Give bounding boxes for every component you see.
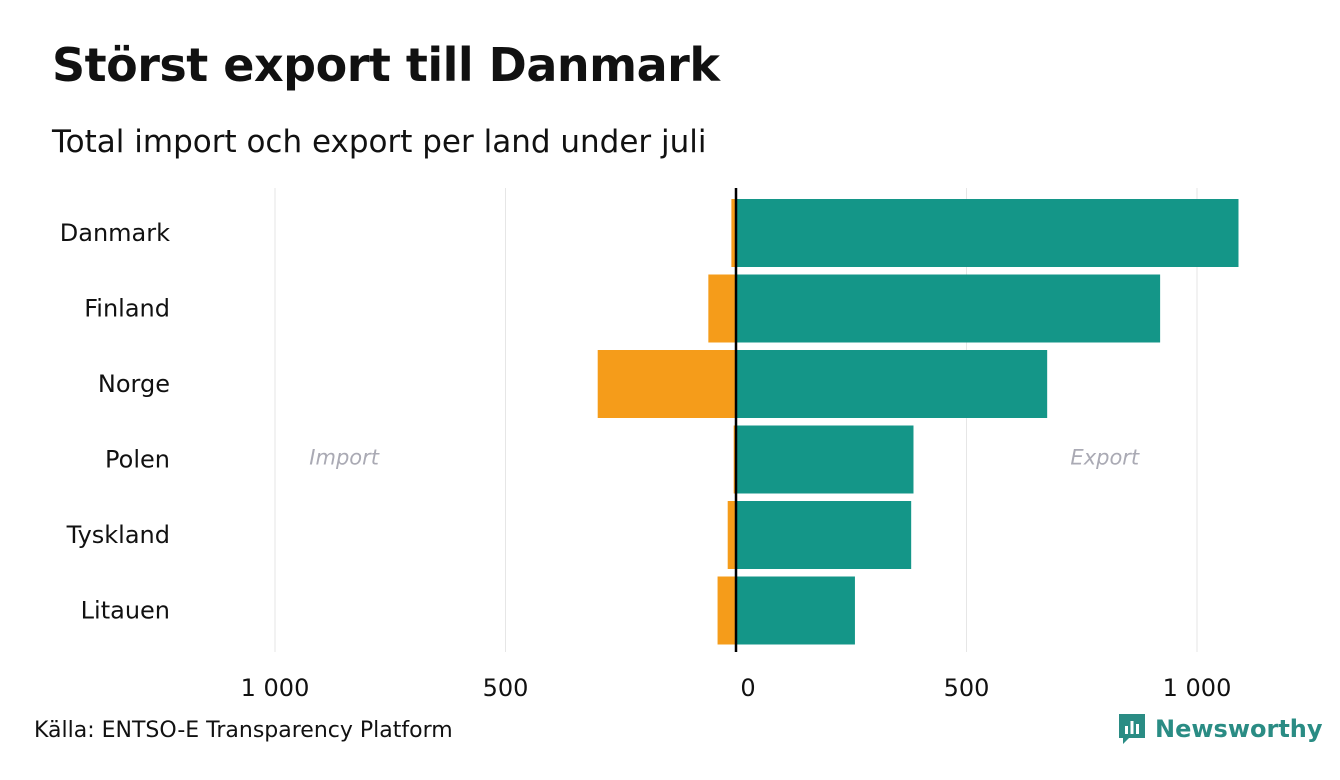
category-label: Danmark bbox=[60, 219, 170, 247]
category-label: Finland bbox=[84, 295, 170, 323]
export-bar bbox=[736, 576, 855, 645]
import-bar bbox=[597, 350, 736, 418]
import-bar bbox=[727, 501, 736, 569]
export-bar bbox=[736, 501, 912, 569]
brand: Newsworthy bbox=[1117, 712, 1323, 746]
export-bar bbox=[736, 274, 1161, 343]
category-label: Polen bbox=[105, 446, 170, 474]
import-bar bbox=[731, 199, 736, 267]
source-note: Källa: ENTSO-E Transparency Platform bbox=[34, 718, 453, 743]
export-bar bbox=[736, 350, 1048, 418]
import-bar bbox=[717, 576, 736, 645]
x-tick-label: 0 bbox=[740, 674, 755, 700]
export-side-label: Export bbox=[1070, 446, 1140, 470]
category-label: Litauen bbox=[81, 597, 170, 625]
brand-name: Newsworthy bbox=[1155, 715, 1323, 743]
x-tick-label: 500 bbox=[944, 674, 990, 700]
x-tick-label: 1 000 bbox=[1163, 674, 1232, 700]
import-bar bbox=[708, 274, 736, 343]
import-side-label: Import bbox=[309, 446, 379, 470]
export-bar bbox=[736, 199, 1239, 267]
diverging-bar-chart: Danmark Finland Norge Polen Tyskland Litauen I… bbox=[60, 188, 1239, 700]
export-bar bbox=[736, 425, 914, 494]
chart-subtitle: Total import och export per land under j… bbox=[52, 124, 707, 160]
category-label: Norge bbox=[98, 370, 170, 398]
newsworthy-logo-icon bbox=[1119, 714, 1145, 744]
chart-title: Störst export till Danmark bbox=[52, 38, 720, 92]
x-tick-label: 1 000 bbox=[241, 674, 310, 700]
category-label: Tyskland bbox=[66, 521, 170, 549]
x-tick-label: 500 bbox=[483, 674, 529, 700]
